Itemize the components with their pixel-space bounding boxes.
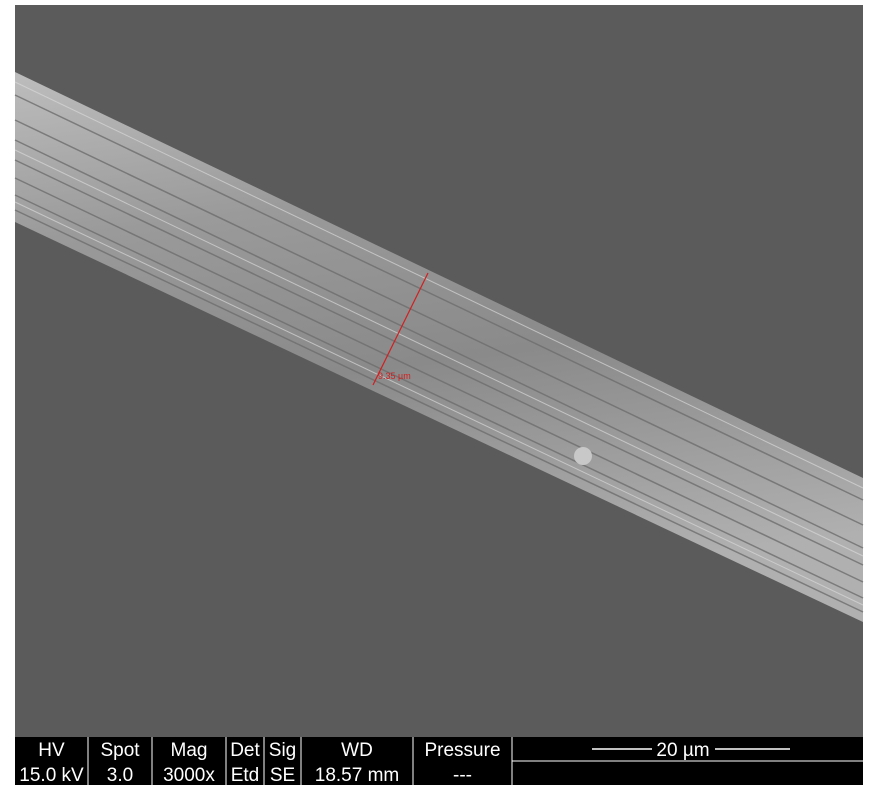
info-header: HV [38,740,65,761]
info-value: 3000x [163,765,215,785]
measure-label: 9.35 µm [378,371,411,381]
info-value: --- [453,765,472,785]
fiber-striations [14,94,864,613]
fiber [15,72,863,622]
info-header: Mag [171,740,208,761]
info-header: Spot [100,740,140,761]
info-value: 15.0 kV [19,765,84,785]
scale-label: 20 µm [656,740,709,761]
particle [574,447,592,465]
info-header: Det [230,740,260,761]
measure-line [372,272,429,386]
info-header: Pressure [424,740,500,761]
info-value: SE [270,765,295,785]
info-header: Sig [269,740,296,761]
info-value: 3.0 [107,765,133,785]
info-value: Etd [231,765,260,785]
info-value: 18.57 mm [315,765,399,785]
info-header: WD [341,740,373,761]
